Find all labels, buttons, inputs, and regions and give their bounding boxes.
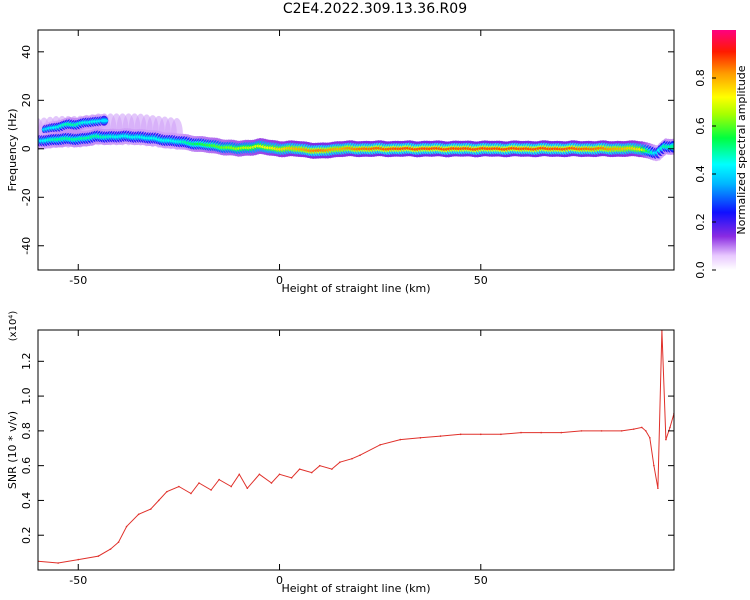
x-tick-label: 50	[474, 574, 488, 587]
snr-point	[77, 558, 80, 561]
snr-point	[149, 508, 152, 510]
x-tick-label: 0	[276, 574, 283, 587]
snr-y-multiplier: (x10⁴)	[8, 311, 19, 342]
y-tick-label: 40	[20, 45, 33, 59]
spectrogram-y-ticks: -40 -20 0 20 40	[20, 45, 674, 255]
spectrogram-cell	[668, 144, 674, 149]
colorbar-tick-label: 0.8	[694, 69, 707, 87]
snr-point	[166, 490, 168, 493]
snr-point	[379, 443, 381, 446]
spectrogram-marks	[38, 113, 674, 162]
colorbar-tick-label: 0.0	[694, 261, 707, 279]
snr-point	[290, 477, 293, 479]
snr-point	[459, 433, 462, 436]
snr-point	[109, 548, 112, 550]
snr-point	[620, 430, 623, 432]
colorbar-gradient	[712, 30, 736, 270]
y-tick-label: 0.2	[20, 526, 33, 544]
y-tick-label: -20	[20, 188, 33, 206]
snr-point	[600, 430, 603, 432]
snr-point	[258, 473, 261, 476]
snr-point	[246, 487, 249, 490]
snr-point	[238, 473, 241, 476]
spectrogram-panel: -50 0 50 -40 -20 0 20 40 Height of straight li…	[6, 29, 675, 295]
snr-point	[640, 426, 643, 429]
x-tick-label: -50	[69, 574, 87, 587]
snr-point	[57, 562, 59, 564]
snr-y-ticks: 0.2 0.4 0.6 0.8 1.0 1.2	[20, 353, 674, 544]
snr-point	[278, 473, 281, 476]
snr-point	[439, 435, 442, 437]
snr-point	[298, 468, 301, 470]
snr-point	[580, 430, 583, 432]
snr-point	[117, 541, 120, 543]
snr-point	[230, 485, 233, 488]
snr-point	[665, 438, 667, 441]
snr-series-points	[38, 330, 674, 564]
snr-point	[645, 430, 647, 432]
y-tick-label: 0	[20, 145, 33, 152]
snr-point	[653, 464, 655, 467]
spectrogram-x-label: Height of straight line (km)	[281, 282, 430, 295]
snr-y-label: SNR (10 * v/v)	[6, 411, 19, 489]
snr-point	[137, 513, 140, 516]
snr-point	[657, 487, 659, 490]
y-tick-label: 20	[20, 93, 33, 107]
snr-point	[500, 433, 502, 436]
x-tick-label: -50	[69, 274, 87, 287]
colorbar-tick-label: 0.2	[694, 213, 707, 231]
snr-point	[540, 431, 542, 434]
snr-point	[479, 433, 482, 436]
snr-x-ticks: -50 0 50	[69, 330, 488, 587]
snr-point	[190, 492, 192, 495]
snr-point	[339, 461, 341, 463]
snr-point	[560, 431, 563, 434]
colorbar-tick-label: 0.4	[694, 165, 707, 183]
spectrogram-x-ticks: -50 0 50	[69, 30, 488, 287]
y-tick-label: 0.8	[20, 422, 33, 440]
snr-point	[520, 431, 522, 434]
snr-point	[97, 555, 100, 557]
y-tick-label: 1.0	[20, 387, 33, 405]
snr-point	[399, 438, 402, 441]
chart-title: C2E4.2022.309.13.36.R09	[282, 1, 468, 17]
y-tick-label: 0.4	[20, 492, 33, 510]
snr-point	[318, 464, 321, 467]
spectrogram-frame	[37, 29, 675, 271]
colorbar: 0.0 0.2 0.4 0.6 0.8 Normalized spectral ampl…	[694, 30, 748, 279]
snr-point	[125, 525, 128, 528]
snr-point	[218, 478, 220, 481]
y-tick-label: -40	[20, 237, 33, 255]
spectrogram-y-label: Frequency (Hz)	[6, 109, 19, 192]
snr-point	[649, 437, 651, 439]
snr-point	[359, 454, 361, 457]
snr-point	[270, 482, 273, 484]
x-tick-label: 0	[276, 274, 283, 287]
snr-point	[351, 457, 353, 460]
snr-point	[669, 426, 671, 429]
snr-point	[419, 437, 422, 439]
snr-frame	[37, 329, 675, 571]
snr-panel: -50 0 50 0.2 0.4 0.6 0.8 1.0 1.2 Height of stra…	[6, 311, 675, 595]
spectrogram-cell	[99, 119, 109, 123]
colorbar-label: Normalized spectral amplitude	[735, 65, 748, 234]
snr-point	[210, 489, 212, 491]
snr-point	[310, 471, 313, 474]
snr-point	[157, 499, 160, 502]
y-tick-label: 0.6	[20, 457, 33, 475]
y-tick-label: 1.2	[20, 353, 33, 371]
colorbar-ticks: 0.0 0.2 0.4 0.6 0.8	[694, 69, 716, 279]
snr-x-label: Height of straight line (km)	[281, 582, 430, 595]
snr-point	[632, 428, 635, 430]
snr-plot-area	[38, 330, 674, 570]
colorbar-tick-label: 0.6	[694, 117, 707, 135]
snr-point	[198, 482, 200, 484]
snr-point	[178, 485, 180, 488]
x-tick-label: 50	[474, 274, 488, 287]
snr-point	[331, 468, 333, 470]
